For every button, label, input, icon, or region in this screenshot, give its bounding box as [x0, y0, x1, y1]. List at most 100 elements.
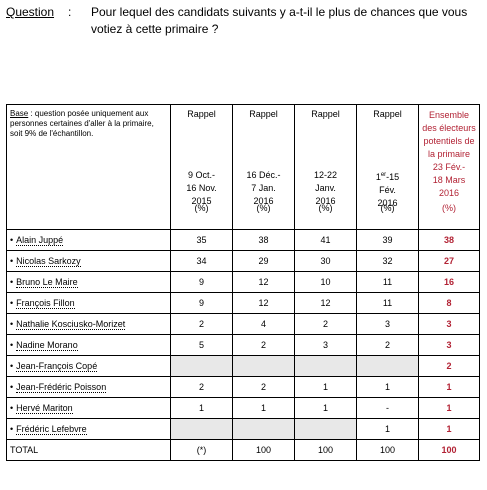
ensemble-line: Ensemble — [428, 110, 470, 120]
value-cell: 1 — [294, 376, 357, 398]
bullet-icon: • — [10, 234, 14, 245]
table-row: • Hervé Mariton 1 1 1-1 — [6, 397, 480, 419]
ensemble-value-cell: 27 — [418, 250, 480, 272]
value-cell — [232, 418, 295, 440]
total-value-cell: 100 — [294, 439, 357, 461]
bullet-icon: • — [10, 318, 14, 329]
ensemble-line: 2016 — [438, 188, 460, 198]
value-cell: 2 — [170, 313, 233, 335]
ensemble-value-cell: 3 — [418, 334, 480, 356]
column-period: 12-22 Janv. 2016 — [295, 169, 356, 208]
total-label: TOTAL — [6, 439, 171, 461]
value-cell — [232, 355, 295, 377]
value-cell: 35 — [170, 229, 233, 251]
period-line: 2016 — [253, 196, 274, 206]
value-cell — [356, 355, 419, 377]
ensemble-line: 18 Mars — [432, 175, 466, 185]
candidate-name-cell: • François Fillon — [6, 292, 171, 314]
candidate-name-cell: • Hervé Mariton — [6, 397, 171, 419]
column-rappel: Rappel — [373, 109, 402, 119]
value-cell: 2 — [232, 334, 295, 356]
question-text: Pour lequel des candidats suivants y a-t… — [91, 5, 468, 36]
column-header: Rappel 12-22 Janv. 2016 (%) — [294, 104, 357, 230]
value-cell: 1 — [170, 397, 233, 419]
question-label: Question — [6, 5, 55, 19]
value-cell — [294, 355, 357, 377]
ensemble-line: des électeurs — [422, 123, 476, 133]
total-row: TOTAL (*) 100 100 100 100 — [6, 439, 480, 461]
candidate-name-cell: • Frédéric Lefebvre — [6, 418, 171, 440]
column-rappel: Rappel — [187, 109, 216, 119]
value-cell: 11 — [356, 292, 419, 314]
value-cell: 1 — [356, 376, 419, 398]
candidate-name: Jean-Frédéric Poisson — [16, 381, 107, 393]
period-line: Fév. — [379, 185, 396, 195]
candidate-name: Alain Juppé — [16, 234, 64, 246]
candidate-name: Jean-François Copé — [16, 360, 98, 372]
period-line: 12-22 — [313, 170, 338, 180]
value-cell: 29 — [232, 250, 295, 272]
candidate-name: Nathalie Kosciusko-Morizet — [16, 318, 126, 330]
table-row: • Alain Juppé 35 38 41 39 38 — [6, 229, 480, 251]
ensemble-line: potentiels de — [423, 136, 475, 146]
value-cell — [170, 418, 233, 440]
value-cell: 12 — [294, 292, 357, 314]
bullet-icon: • — [10, 297, 14, 308]
value-cell: 34 — [170, 250, 233, 272]
candidate-name-cell: • Nathalie Kosciusko-Morizet — [6, 313, 171, 335]
column-rappel: Rappel — [311, 109, 340, 119]
value-cell: 39 — [356, 229, 419, 251]
column-header: Rappel 1er-15 Fév. 2016 (%) — [356, 104, 419, 230]
ensemble-value-cell: 38 — [418, 229, 480, 251]
value-cell — [294, 418, 357, 440]
ensemble-line: la primaire — [427, 149, 470, 159]
bullet-icon: • — [10, 423, 14, 434]
candidate-name: Nadine Morano — [16, 339, 78, 351]
results-table: Base : question posée uniquement aux per… — [6, 104, 480, 461]
ensemble-value-cell: 1 — [418, 376, 480, 398]
value-cell: 1 — [294, 397, 357, 419]
column-period: 1er-15 Fév. 2016 — [357, 169, 418, 210]
value-cell: 2 — [232, 376, 295, 398]
value-cell: 2 — [294, 313, 357, 335]
value-cell: 2 — [356, 334, 419, 356]
column-unit: (%) — [194, 203, 209, 213]
value-cell: 1 — [356, 418, 419, 440]
table-row: • François Fillon 9 12 12 11 8 — [6, 292, 480, 314]
period-line: 7 Jan. — [251, 183, 276, 193]
ensemble-title: Ensemble des électeurs potentiels de la … — [419, 109, 479, 200]
bullet-icon: • — [10, 255, 14, 266]
period-line: 2016 — [377, 198, 398, 208]
value-cell: 10 — [294, 271, 357, 293]
bullet-icon: • — [10, 360, 14, 371]
table-row: • Nicolas Sarkozy 34 29 30 32 27 — [6, 250, 480, 272]
value-cell: 5 — [170, 334, 233, 356]
column-header: Rappel 16 Déc.- 7 Jan. 2016 (%) — [232, 104, 295, 230]
value-cell: 12 — [232, 292, 295, 314]
candidate-name: Frédéric Lefebvre — [16, 423, 87, 435]
column-rappel: Rappel — [249, 109, 278, 119]
candidate-name-cell: • Bruno Le Maire — [6, 271, 171, 293]
header-row: Base : question posée uniquement aux per… — [6, 104, 480, 230]
candidate-name-cell: • Jean-Frédéric Poisson — [6, 376, 171, 398]
total-value-cell: 100 — [356, 439, 419, 461]
candidate-name-cell: • Jean-François Copé — [6, 355, 171, 377]
value-cell: 4 — [232, 313, 295, 335]
value-cell: 3 — [356, 313, 419, 335]
bullet-icon: • — [10, 339, 14, 350]
candidate-name: François Fillon — [16, 297, 75, 309]
value-cell: 9 — [170, 271, 233, 293]
bullet-icon: • — [10, 276, 14, 287]
value-cell: 3 — [294, 334, 357, 356]
value-cell: 9 — [170, 292, 233, 314]
table-row: • Jean-Frédéric Poisson 2 2 1 1 1 — [6, 376, 480, 398]
value-cell: 41 — [294, 229, 357, 251]
ensemble-value-cell: 8 — [418, 292, 480, 314]
value-cell: 32 — [356, 250, 419, 272]
base-label: Base — [10, 109, 29, 118]
value-cell — [170, 355, 233, 377]
ensemble-header: Ensemble des électeurs potentiels de la … — [418, 104, 480, 230]
candidate-name-cell: • Nadine Morano — [6, 334, 171, 356]
total-value-cell: (*) — [170, 439, 233, 461]
column-unit: (%) — [256, 203, 271, 213]
